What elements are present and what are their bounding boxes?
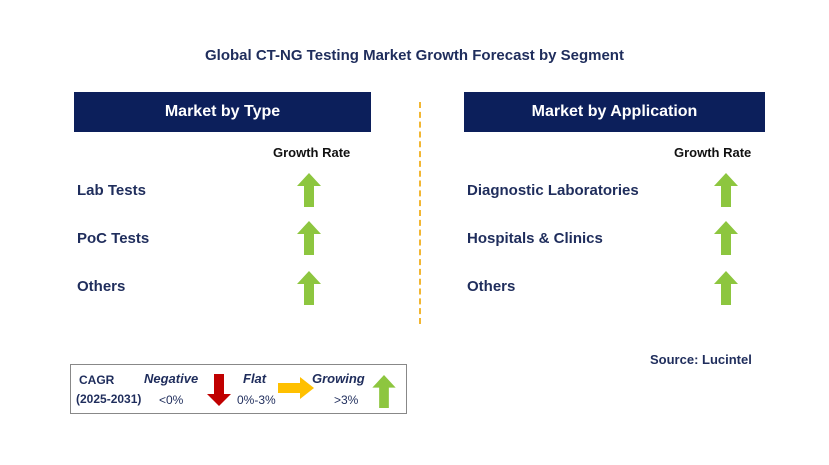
legend-negative-range: <0% xyxy=(159,393,184,407)
panel-divider xyxy=(419,102,421,324)
source-note: Source: Lucintel xyxy=(650,352,752,367)
up-arrow-icon xyxy=(297,221,321,255)
cagr-legend: CAGR (2025-2031) Negative <0% Flat 0%-3%… xyxy=(70,364,407,414)
header-market-by-type: Market by Type xyxy=(74,92,371,132)
legend-growing-range: >3% xyxy=(334,393,359,407)
legend-flat: Flat xyxy=(243,371,267,386)
chart-title: Global CT-NG Testing Market Growth Forec… xyxy=(205,47,624,64)
up-arrow-icon xyxy=(714,221,738,255)
up-arrow-icon xyxy=(714,271,738,305)
row-label-others-application: Others xyxy=(467,278,516,295)
up-arrow-icon xyxy=(297,173,321,207)
up-arrow-icon xyxy=(714,173,738,207)
green-up-arrow-icon xyxy=(372,375,396,408)
row-label-hospitals-clinics: Hospitals & Clinics xyxy=(467,230,603,247)
legend-growing: Growing xyxy=(312,371,365,386)
legend-flat-range: 0%-3% xyxy=(237,393,276,407)
yellow-right-arrow-icon xyxy=(278,377,314,399)
legend-negative: Negative xyxy=(144,371,199,386)
growth-rate-label-application: Growth Rate xyxy=(674,145,752,160)
row-label-lab-tests: Lab Tests xyxy=(77,182,146,199)
up-arrow-icon xyxy=(297,271,321,305)
growth-rate-label-type: Growth Rate xyxy=(273,145,351,160)
header-market-by-application: Market by Application xyxy=(464,92,765,132)
legend-period: (2025-2031) xyxy=(76,392,142,406)
row-label-diagnostic-laboratories: Diagnostic Laboratories xyxy=(467,182,639,199)
row-label-others-type: Others xyxy=(77,278,126,295)
row-label-poc-tests: PoC Tests xyxy=(77,230,150,247)
red-down-arrow-icon xyxy=(207,374,231,406)
legend-cagr: CAGR xyxy=(79,373,115,387)
